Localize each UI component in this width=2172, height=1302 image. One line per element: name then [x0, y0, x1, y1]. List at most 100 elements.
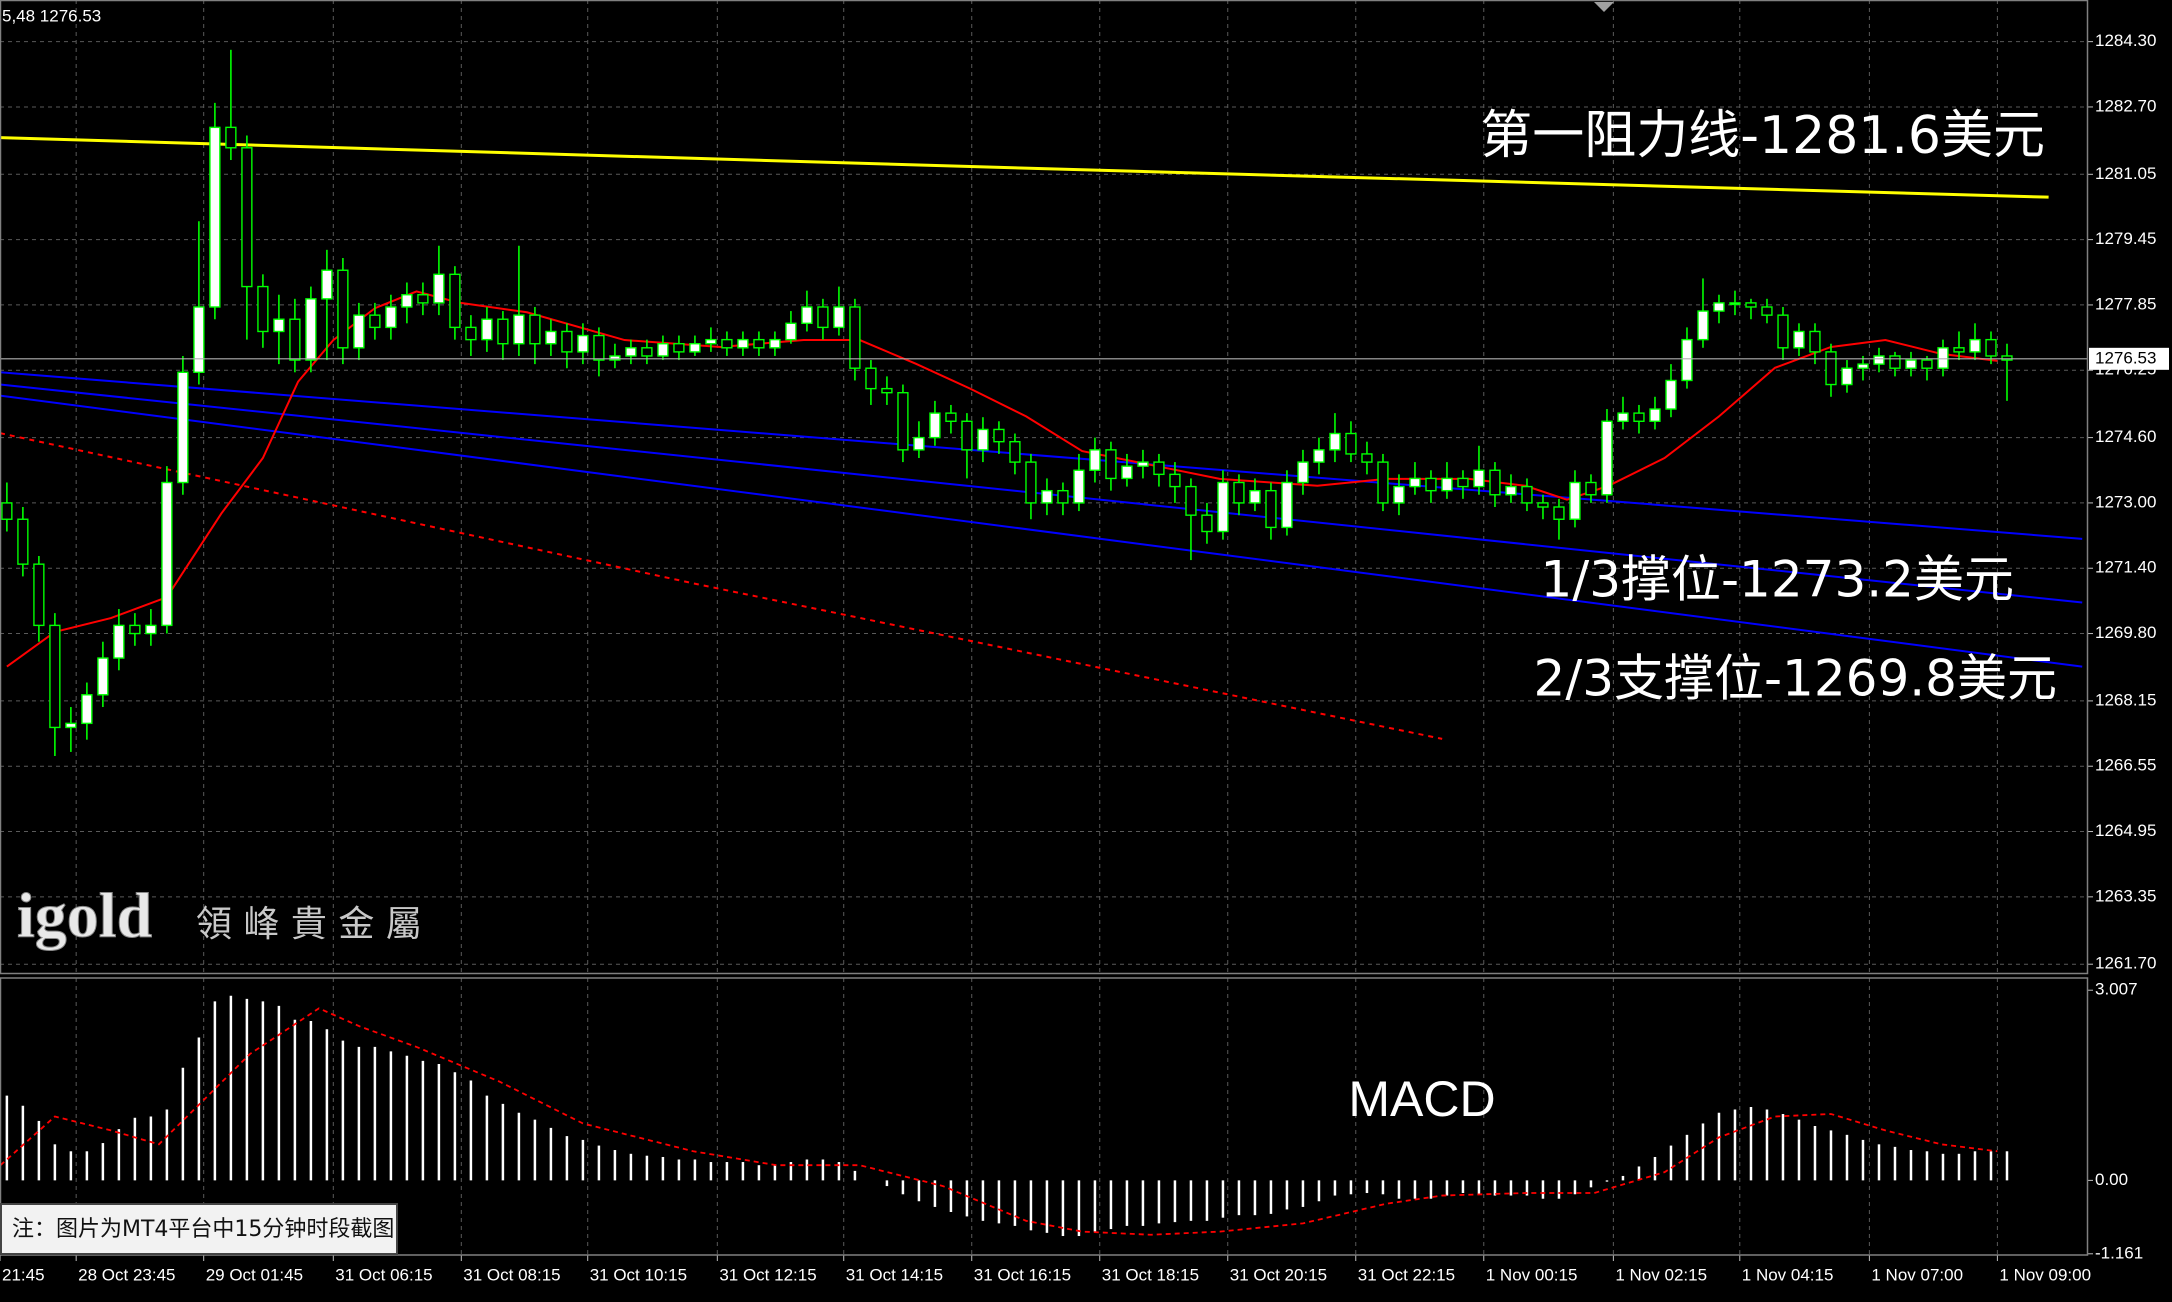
candle-body	[513, 314, 525, 345]
y-tick-label: 1277.85	[2095, 294, 2156, 313]
candle-body	[1793, 330, 1805, 349]
candle-body	[1425, 477, 1437, 492]
annotation: 2/3支撑位-1269.8美元	[1534, 650, 2057, 708]
candle-body	[97, 657, 109, 696]
candle-body	[737, 338, 749, 349]
candle-body	[177, 371, 189, 484]
candle-body	[897, 392, 909, 451]
candle-body	[1249, 489, 1261, 504]
candle-body	[417, 294, 429, 304]
candle-body	[193, 306, 205, 373]
candle-body	[305, 298, 317, 361]
macd-plot	[0, 978, 2009, 1255]
candle-body	[833, 306, 845, 329]
candle-body	[2001, 355, 2013, 361]
candle-body	[449, 273, 461, 329]
y-tick-label: 1266.55	[2095, 756, 2156, 775]
candle-body	[481, 318, 493, 341]
candle-body	[1857, 363, 1869, 369]
candle-body	[929, 412, 941, 439]
candle-body	[625, 347, 637, 357]
candle-body	[1809, 330, 1821, 353]
annotation: 1/3撑位-1273.2美元	[1541, 551, 2014, 609]
x-tick-label: 31 Oct 12:15	[719, 1265, 816, 1284]
y-tick-label: 1284.30	[2095, 31, 2156, 50]
x-tick-label: 31 Oct 22:15	[1358, 1265, 1455, 1284]
candle-body	[241, 147, 253, 288]
candle-body	[321, 269, 333, 300]
x-tick-label: 1 Nov 09:00	[1999, 1265, 2091, 1284]
macd-title: MACD	[1348, 1071, 1495, 1127]
candle-body	[849, 306, 861, 369]
candle-body	[33, 563, 45, 627]
candle-body	[369, 314, 381, 329]
macd-frame	[0, 977, 2089, 1256]
candle-body	[257, 285, 269, 333]
candle-body	[1745, 302, 1757, 308]
candle-body	[561, 330, 573, 353]
macd-signal	[0, 1007, 1998, 1236]
y-tick-label: -1.161	[2095, 1243, 2143, 1262]
candle-body	[1409, 477, 1421, 488]
y-tick-label: 1273.00	[2095, 492, 2156, 511]
y-tick-label: 1263.35	[2095, 886, 2156, 905]
main-frame	[0, 0, 2089, 975]
y-tick-label: 1281.05	[2095, 164, 2156, 183]
y-tick-label: 1261.70	[2095, 954, 2156, 973]
candle-body	[113, 624, 125, 659]
candle-body	[1089, 449, 1101, 471]
y-tick-label: 1274.60	[2095, 427, 2156, 446]
candle-body	[945, 412, 957, 422]
candle-body	[1505, 485, 1517, 496]
last-price-label: 1276.53	[2095, 348, 2156, 367]
candle-body	[1729, 302, 1741, 306]
x-tick-label: 31 Oct 10:15	[590, 1265, 687, 1284]
candle-body	[865, 367, 877, 390]
candle-body	[1889, 355, 1901, 369]
y-tick-label: 1268.15	[2095, 690, 2156, 709]
candle-body	[273, 318, 285, 333]
candle-body	[977, 428, 989, 451]
candle-body	[1169, 473, 1181, 488]
candle-body	[81, 694, 93, 725]
candle-body	[641, 347, 653, 357]
candle-body	[1377, 461, 1389, 504]
candle-body	[289, 318, 301, 361]
trend-line	[0, 136, 2049, 199]
candle-body	[1, 502, 13, 520]
candle-body	[1697, 310, 1709, 341]
candle-body	[49, 624, 61, 729]
header-text: 5,48 1276.53	[2, 6, 101, 25]
candle-body	[1217, 481, 1229, 533]
candle-body	[1073, 469, 1085, 504]
candle-body	[129, 624, 141, 635]
candle-body	[385, 306, 397, 329]
candle-body	[1873, 355, 1885, 365]
candle-body	[17, 518, 29, 565]
candle-body	[1553, 506, 1565, 520]
candle-body	[593, 334, 605, 361]
candle-body	[337, 269, 349, 349]
candle-body	[657, 343, 669, 357]
logo-name: 領 峰 貴 金 屬	[196, 904, 422, 945]
last-price-box	[2089, 347, 2169, 370]
candle-body	[689, 343, 701, 353]
candle-body	[545, 330, 557, 345]
y-tick-label: 1269.80	[2095, 623, 2156, 642]
candle-body	[1105, 449, 1117, 480]
candle-body	[1153, 461, 1165, 476]
candle-body	[1313, 449, 1325, 463]
candle-body	[1345, 432, 1357, 455]
candle-body	[801, 306, 813, 325]
candle-body	[1905, 359, 1917, 369]
candle-body	[433, 273, 445, 304]
note-box	[0, 1203, 398, 1255]
candle-body	[721, 338, 733, 349]
candle-body	[993, 428, 1005, 443]
x-tick-label: 31 Oct 08:15	[463, 1265, 560, 1284]
candle-body	[961, 420, 973, 451]
candle-body	[497, 318, 509, 345]
candle-body	[1041, 489, 1053, 504]
candle-body	[913, 436, 925, 451]
